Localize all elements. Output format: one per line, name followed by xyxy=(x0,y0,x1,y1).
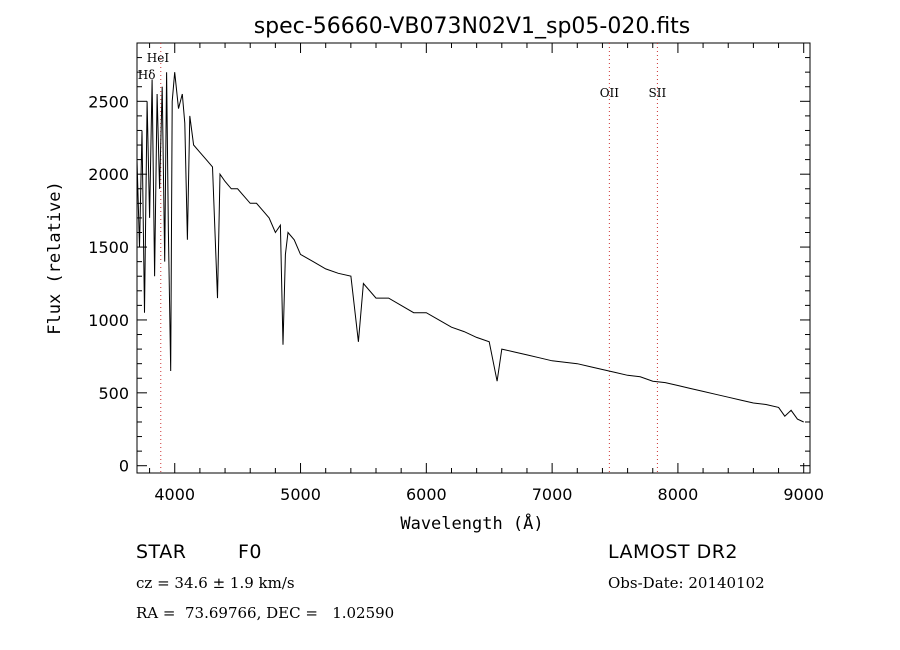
x-tick-label: 9000 xyxy=(783,485,824,504)
spectral-line-label: Hδ xyxy=(138,68,156,82)
y-axis-ticks: 0 500 1000 1500 2000 2500 xyxy=(88,57,810,476)
y-tick-label: 1000 xyxy=(88,311,129,330)
y-tick-label: 2000 xyxy=(88,165,129,184)
spectral-subclass: F0 xyxy=(238,541,263,563)
x-axis-label: Wavelength (Å) xyxy=(400,512,543,534)
spectral-line-label: SII xyxy=(649,86,667,100)
coordinates: RA = 73.69766, DEC = 1.02590 xyxy=(136,604,395,622)
y-tick-label: 2500 xyxy=(88,92,129,111)
x-tick-label: 6000 xyxy=(406,485,447,504)
plot-frame xyxy=(136,42,811,474)
x-tick-label: 7000 xyxy=(532,485,573,504)
y-tick-label: 0 xyxy=(119,457,129,476)
x-axis-ticks: 4000 5000 6000 7000 8000 9000 xyxy=(149,43,824,504)
y-tick-label: 500 xyxy=(98,384,129,403)
spectrum-line xyxy=(136,72,804,423)
spectral-line-label: OII xyxy=(600,86,620,100)
observation-date: Obs-Date: 20140102 xyxy=(608,574,765,592)
y-axis-label: Flux (relative) xyxy=(45,181,65,335)
object-class: STAR xyxy=(136,541,187,563)
spectral-line-markers xyxy=(160,43,658,473)
x-tick-label: 4000 xyxy=(154,485,195,504)
x-tick-label: 5000 xyxy=(280,485,321,504)
redshift-velocity: cz = 34.6 ± 1.9 km/s xyxy=(136,574,295,592)
survey-name: LAMOST DR2 xyxy=(608,541,738,563)
y-tick-label: 1500 xyxy=(88,238,129,257)
spectral-line-label: HeI xyxy=(147,51,170,65)
spectral-line-labels: Hδ HeI OII SII xyxy=(138,51,667,100)
chart-title: spec-56660-VB073N02V1_sp05-020.fits xyxy=(254,14,691,39)
x-tick-label: 8000 xyxy=(658,485,699,504)
